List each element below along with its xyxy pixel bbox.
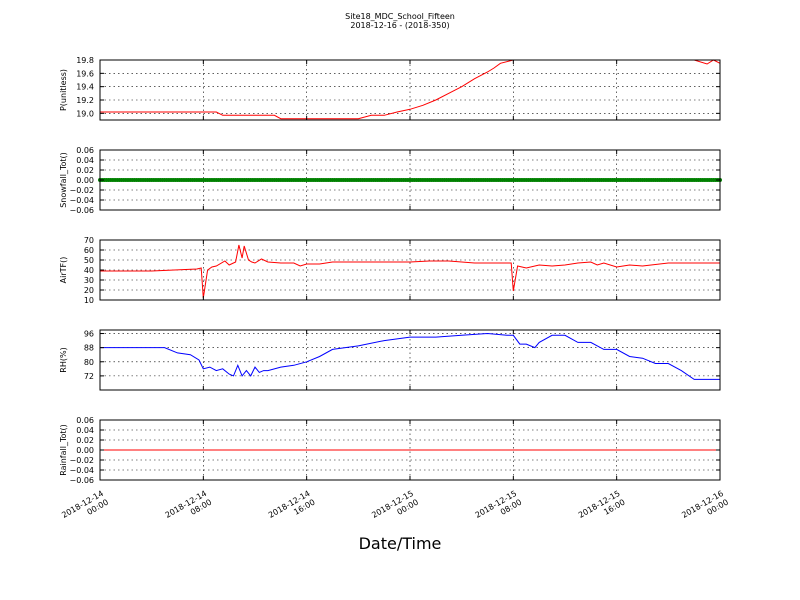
series-line [100, 332, 720, 380]
y-tick-label: 96 [84, 330, 94, 339]
y-tick-label: 50 [84, 256, 94, 265]
chart-subtitle: 2018-12-16 - (2018-350) [350, 21, 450, 30]
y-tick-label: 19.4 [76, 83, 94, 92]
y-tick-label: −0.02 [69, 186, 94, 195]
y-tick-label: 0.06 [76, 416, 94, 425]
y-tick-label: 19.8 [76, 56, 94, 65]
chart-title: Site18_MDC_School_Fifteen [345, 12, 455, 21]
y-tick-label: −0.06 [69, 476, 94, 485]
y-tick-label: 19.2 [76, 96, 94, 105]
y-tick-label: 0.06 [76, 146, 94, 155]
y-tick-label: 60 [84, 246, 94, 255]
y-axis-label: RH(%) [59, 347, 68, 372]
y-tick-label: 70 [84, 236, 94, 245]
panel-5: −0.06−0.04−0.020.000.020.040.06 Rainfall_… [59, 416, 721, 485]
y-tick-label: 0.00 [76, 176, 94, 185]
y-tick-label: 0.04 [76, 156, 94, 165]
panel-1: 19.0 19.2 19.4 19.6 19.8 P(unitless) [59, 56, 721, 121]
y-tick-label: 0.00 [76, 446, 94, 455]
y-tick-label: 88 [84, 344, 94, 353]
y-tick-label: 30 [84, 276, 94, 285]
y-tick-label: −0.04 [69, 466, 94, 475]
y-axis-label: Rainfall_Tot() [59, 424, 68, 476]
y-axis-label: AirTF() [59, 257, 68, 284]
y-tick-label: 80 [84, 358, 94, 367]
y-tick-label: 0.02 [76, 166, 94, 175]
y-axis-label: Snowfall_Tot() [59, 152, 68, 208]
y-tick-label: 19.6 [76, 69, 94, 78]
panel-4: 72 80 88 96 RH(%) [59, 329, 721, 391]
y-tick-label: 0.02 [76, 436, 94, 445]
y-tick-label: 10 [84, 296, 94, 305]
x-axis-label: Date/Time [358, 534, 442, 553]
y-tick-label: 72 [84, 372, 94, 381]
y-tick-label: −0.04 [69, 196, 94, 205]
y-tick-label: 20 [84, 286, 94, 295]
y-tick-label: 40 [84, 266, 94, 275]
panel-2: −0.06−0.04−0.020.000.020.040.06 Snowfall_… [59, 146, 722, 215]
y-tick-label: 19.0 [76, 109, 94, 118]
y-axis-label: P(unitless) [59, 69, 68, 111]
y-tick-label: −0.02 [69, 456, 94, 465]
y-tick-label: 0.04 [76, 426, 94, 435]
y-tick-label: −0.06 [69, 206, 94, 215]
series-line [100, 244, 720, 299]
